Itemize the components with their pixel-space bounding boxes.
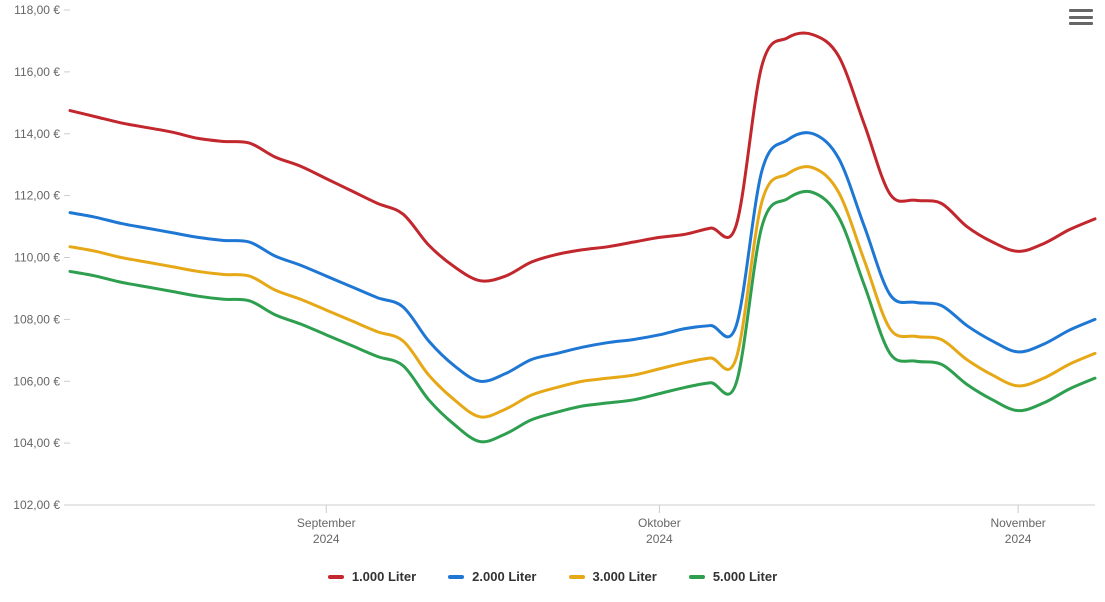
x-tick-label: September xyxy=(297,516,356,530)
x-tick-label: 2024 xyxy=(1005,532,1032,546)
legend-item[interactable]: 3.000 Liter xyxy=(569,569,657,584)
y-tick-label: 104,00 € xyxy=(13,436,60,450)
y-tick-label: 108,00 € xyxy=(13,312,60,326)
legend-item[interactable]: 1.000 Liter xyxy=(328,569,416,584)
y-tick-label: 114,00 € xyxy=(14,127,60,141)
series-line[interactable] xyxy=(70,33,1095,281)
legend-item[interactable]: 5.000 Liter xyxy=(689,569,777,584)
y-tick-label: 102,00 € xyxy=(13,498,60,512)
x-tick-label: Oktober xyxy=(638,516,681,530)
y-tick-label: 112,00 € xyxy=(14,189,60,203)
legend-swatch xyxy=(328,575,344,579)
y-tick-label: 118,00 € xyxy=(14,3,60,17)
y-tick-label: 106,00 € xyxy=(13,374,60,388)
legend-swatch xyxy=(448,575,464,579)
legend-label: 1.000 Liter xyxy=(352,569,416,584)
legend-item[interactable]: 2.000 Liter xyxy=(448,569,536,584)
x-tick-label: 2024 xyxy=(313,532,340,546)
legend-swatch xyxy=(569,575,585,579)
chart-canvas: 102,00 € 104,00 € 106,00 € 108,00 € 110,00 €… xyxy=(0,0,1105,602)
x-tick-label: 2024 xyxy=(646,532,673,546)
series-line[interactable] xyxy=(70,133,1095,382)
price-chart: 102,00 € 104,00 € 106,00 € 108,00 € 110,00 €… xyxy=(0,0,1105,602)
legend-label: 2.000 Liter xyxy=(472,569,536,584)
y-tick-label: 110,00 € xyxy=(14,251,60,265)
legend-label: 3.000 Liter xyxy=(593,569,657,584)
legend-swatch xyxy=(689,575,705,579)
y-tick-label: 116,00 € xyxy=(14,65,60,79)
series-line[interactable] xyxy=(70,191,1095,441)
hamburger-icon xyxy=(1069,9,1093,12)
chart-menu-button[interactable] xyxy=(1069,6,1093,28)
x-tick-label: November xyxy=(990,516,1045,530)
legend-label: 5.000 Liter xyxy=(713,569,777,584)
legend: 1.000 Liter 2.000 Liter 3.000 Liter 5.000 L… xyxy=(0,569,1105,584)
